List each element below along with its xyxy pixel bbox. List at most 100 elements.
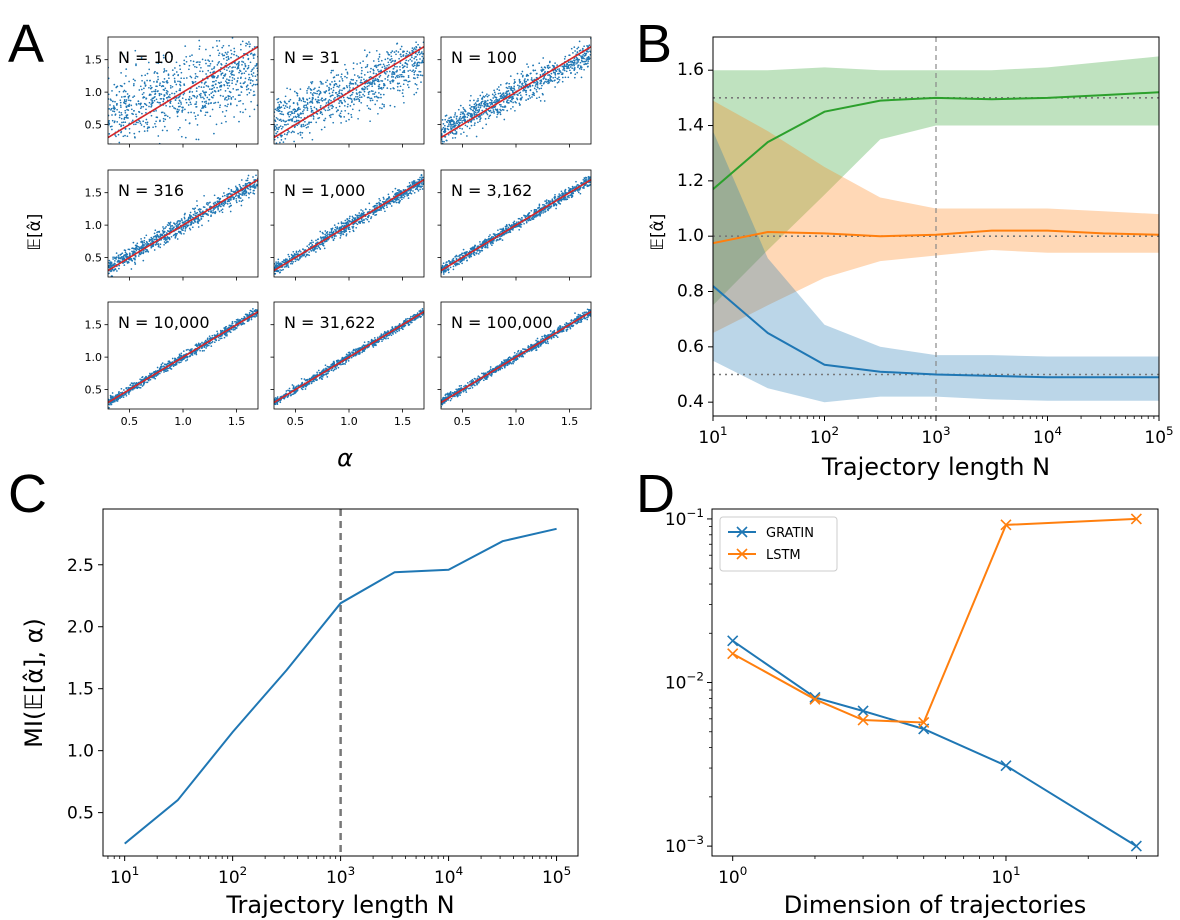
- scatter-point: [356, 216, 359, 219]
- scatter-point: [461, 128, 464, 130]
- scatter-point: [358, 100, 361, 103]
- scatter-point: [477, 104, 480, 106]
- scatter-point: [244, 182, 247, 185]
- scatter-point: [483, 104, 486, 106]
- scatter-point: [280, 157, 282, 159]
- scatter-point: [477, 253, 480, 255]
- scatter-point: [226, 53, 228, 55]
- scatter-point: [334, 82, 337, 85]
- scatter-point: [181, 219, 183, 222]
- scatter-point: [391, 60, 394, 62]
- scatter-point: [363, 85, 366, 88]
- scatter-point: [479, 120, 481, 122]
- scatter-point: [332, 86, 335, 89]
- scatter-point: [162, 100, 165, 103]
- scatter-point: [466, 113, 469, 116]
- scatter-point: [140, 124, 143, 126]
- y-tick-label: 1.0: [85, 219, 103, 232]
- scatter-point: [490, 99, 493, 102]
- scatter-point: [159, 235, 162, 237]
- scatter-point: [164, 114, 166, 117]
- scatter-point: [473, 112, 476, 115]
- scatter-point: [150, 238, 152, 241]
- scatter-point: [574, 63, 576, 65]
- scatter-point: [113, 263, 115, 266]
- scatter-point: [396, 65, 398, 68]
- scatter-point: [210, 101, 212, 104]
- scatter-point: [239, 111, 242, 113]
- scatter-point: [550, 72, 553, 75]
- scatter-point: [496, 108, 499, 111]
- scatter-point: [230, 73, 233, 76]
- scatter-point: [492, 236, 495, 238]
- scatter-point: [196, 211, 199, 214]
- scatter-point: [140, 251, 143, 254]
- scatter-point: [406, 194, 409, 196]
- panel-a-subplot: N = 1,000: [270, 169, 425, 281]
- scatter-point: [339, 89, 341, 91]
- scatter-point: [209, 205, 212, 208]
- scatter-point: [544, 70, 546, 73]
- scatter-point: [286, 106, 289, 109]
- scatter-point: [327, 100, 330, 102]
- scatter-point: [407, 197, 410, 199]
- scatter-point: [352, 225, 355, 228]
- scatter-point: [533, 92, 535, 95]
- scatter-point: [229, 202, 232, 205]
- scatter-point: [203, 86, 205, 88]
- scatter-point: [170, 228, 172, 230]
- scatter-point: [333, 224, 336, 226]
- scatter-point: [525, 99, 527, 101]
- scatter-point: [511, 97, 514, 99]
- scatter-point: [307, 87, 309, 90]
- scatter-point: [168, 230, 171, 233]
- scatter-point: [547, 64, 550, 67]
- scatter-point: [323, 126, 326, 129]
- scatter-point: [196, 204, 199, 207]
- scatter-point: [108, 119, 110, 122]
- scatter-point: [224, 90, 227, 92]
- scatter-point: [394, 65, 396, 68]
- scatter-point: [274, 266, 277, 269]
- scatter-point: [224, 97, 226, 100]
- scatter-point: [277, 101, 279, 104]
- scatter-point: [348, 220, 351, 223]
- scatter-point: [506, 109, 509, 112]
- scatter-point: [188, 96, 191, 98]
- scatter-point: [145, 243, 147, 245]
- scatter-point: [189, 90, 191, 93]
- scatter-point: [366, 54, 369, 56]
- scatter-point: [253, 185, 256, 188]
- scatter-point: [481, 104, 483, 107]
- scatter-point: [120, 72, 122, 74]
- scatter-point: [231, 71, 233, 74]
- scatter-point: [247, 57, 250, 60]
- scatter-point: [306, 109, 309, 111]
- scatter-point: [154, 93, 156, 96]
- scatter-point: [227, 66, 230, 69]
- scatter-point: [451, 137, 454, 139]
- scatter-point: [522, 84, 524, 87]
- scatter-point: [358, 221, 361, 223]
- scatter-point: [119, 257, 122, 260]
- scatter-point: [371, 85, 374, 88]
- scatter-point: [199, 208, 202, 211]
- scatter-point: [192, 63, 195, 66]
- scatter-point: [411, 60, 413, 62]
- scatter-point: [228, 44, 230, 47]
- scatter-point: [164, 227, 166, 229]
- scatter-point: [203, 101, 206, 103]
- scatter-point: [177, 128, 180, 131]
- scatter-point: [416, 188, 419, 191]
- scatter-point: [370, 67, 372, 70]
- scatter-point: [205, 91, 208, 94]
- scatter-point: [236, 104, 238, 107]
- scatter-point: [338, 105, 341, 108]
- scatter-point: [395, 50, 398, 52]
- scatter-point: [355, 226, 358, 229]
- scatter-point: [413, 64, 416, 67]
- scatter-point: [166, 235, 169, 238]
- scatter-point: [340, 230, 343, 233]
- scatter-point: [419, 70, 422, 73]
- scatter-point: [118, 116, 121, 119]
